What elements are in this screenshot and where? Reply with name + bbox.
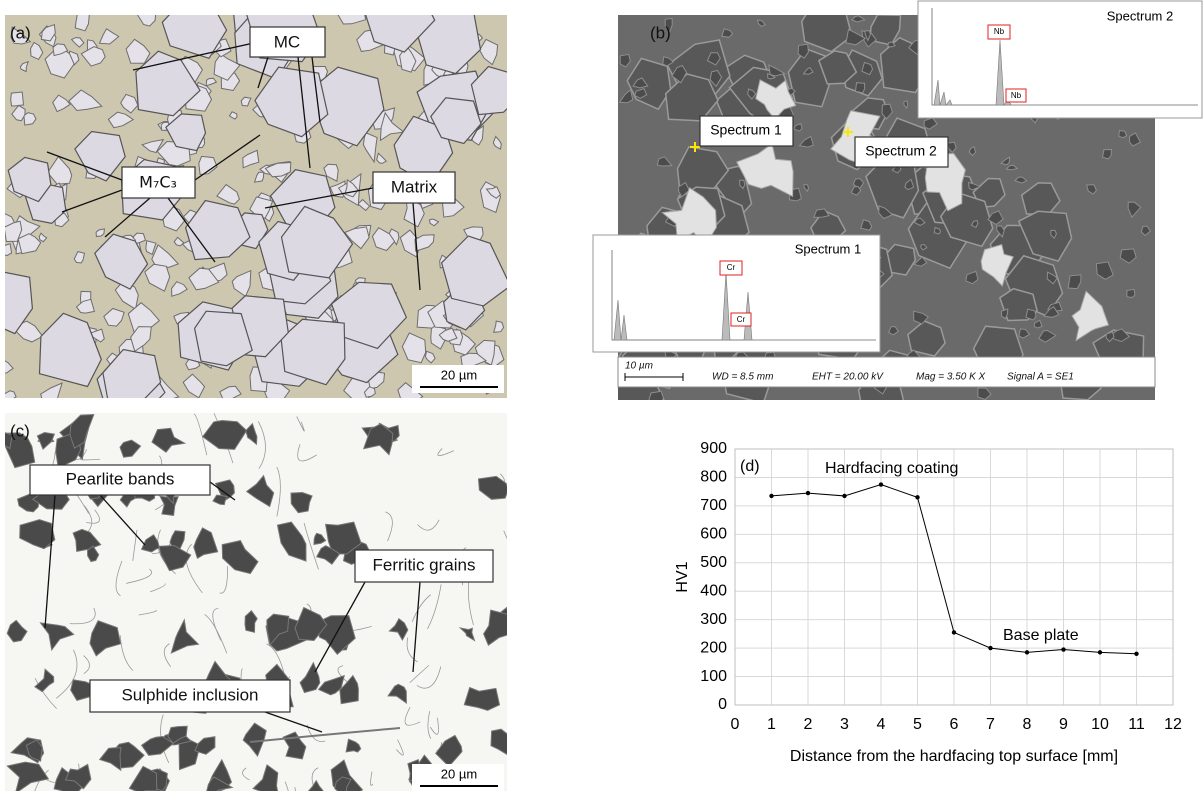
info-bar <box>618 357 1155 387</box>
annotation: Matrix <box>391 177 438 196</box>
page: {"panel_a": {"label": "(a)", "annotation… <box>0 0 1203 791</box>
data-point <box>769 494 773 498</box>
y-tick-label: 600 <box>700 526 727 543</box>
data-point <box>842 494 846 498</box>
annotation: Spectrum 2 <box>865 143 937 159</box>
y-tick-label: 400 <box>700 582 727 599</box>
y-tick-label: 0 <box>718 696 727 713</box>
scale-bar-label: 10 µm <box>625 361 653 372</box>
x-tick-label: 9 <box>1059 716 1068 733</box>
data-point <box>1061 647 1065 651</box>
spectrum-title: Spectrum 1 <box>795 241 861 256</box>
panel-label: (a) <box>10 23 31 42</box>
phase-grain <box>0 244 12 256</box>
y-tick-label: 100 <box>700 668 727 685</box>
annotation: Ferritic grains <box>373 555 476 574</box>
x-tick-label: 11 <box>1128 716 1145 733</box>
x-tick-label: 4 <box>877 716 886 733</box>
x-tick-label: 12 <box>1164 716 1182 733</box>
x-tick-label: 10 <box>1091 716 1109 733</box>
y-tick-label: 800 <box>700 469 727 486</box>
panel-label: (b) <box>650 23 671 42</box>
figure: (a) MC M₇C₃ Matrix 20 µm (b) Spectrum 1 … <box>0 0 1203 791</box>
phase-grain <box>649 391 664 407</box>
y-tick-label: 700 <box>700 497 727 514</box>
hardness-chart: 0100200300400500600700800900012345678910… <box>674 440 1182 765</box>
micrograph-a <box>0 0 519 419</box>
peak-label: Nb <box>994 27 1005 36</box>
phase-grain <box>855 83 864 93</box>
panel-label: (c) <box>10 421 30 440</box>
x-tick-label: 7 <box>986 716 995 733</box>
grain-boundary <box>504 531 526 577</box>
annotation: M₇C₃ <box>139 173 177 192</box>
info-text: WD = 8.5 mm <box>712 372 773 383</box>
data-point <box>1098 650 1102 654</box>
data-point <box>1025 650 1029 654</box>
data-point <box>915 495 919 499</box>
annotation: Spectrum 1 <box>710 122 782 138</box>
phase-grain <box>11 92 24 106</box>
x-tick-label: 5 <box>913 716 922 733</box>
y-tick-label: 500 <box>700 554 727 571</box>
annotation: Sulphide inclusion <box>121 685 258 704</box>
scale-bar-label: 20 µm <box>441 367 477 382</box>
x-tick-label: 6 <box>950 716 959 733</box>
info-text: Signal A = SE1 <box>1007 372 1074 383</box>
data-point <box>1134 652 1138 656</box>
peak-label: Nb <box>1011 91 1022 100</box>
peak-label: Cr <box>737 315 746 324</box>
data-point <box>879 482 883 486</box>
x-tick-label: 8 <box>1023 716 1032 733</box>
data-point <box>988 646 992 650</box>
peak-label: Cr <box>727 263 736 272</box>
spectrum-title: Spectrum 2 <box>1107 8 1173 23</box>
info-text: EHT = 20.00 kV <box>812 372 884 383</box>
phase-grain <box>1127 289 1135 297</box>
phase-grain <box>3 391 16 401</box>
chart-annotation: Hardfacing coating <box>825 460 958 477</box>
x-tick-label: 1 <box>767 716 776 733</box>
info-text: Mag = 3.50 K X <box>916 372 986 383</box>
y-tick-label: 200 <box>700 639 727 656</box>
x-tick-label: 0 <box>731 716 740 733</box>
y-axis-label: HV1 <box>674 561 691 592</box>
chart-annotation: (d) <box>740 458 760 475</box>
data-point <box>806 491 810 495</box>
y-tick-label: 900 <box>700 440 727 457</box>
chart-annotation: Base plate <box>1003 627 1079 644</box>
body: (a) MC M₇C₃ Matrix 20 µm (b) Spectrum 1 … <box>0 0 1203 791</box>
annotation: Pearlite bands <box>66 469 175 488</box>
data-point <box>952 630 956 634</box>
scale-bar-label: 20 µm <box>441 766 477 781</box>
y-tick-label: 300 <box>700 611 727 628</box>
x-tick-label: 2 <box>804 716 813 733</box>
x-axis-label: Distance from the hardfacing top surface… <box>790 748 1118 765</box>
annotation: MC <box>274 32 300 51</box>
x-tick-label: 3 <box>840 716 849 733</box>
